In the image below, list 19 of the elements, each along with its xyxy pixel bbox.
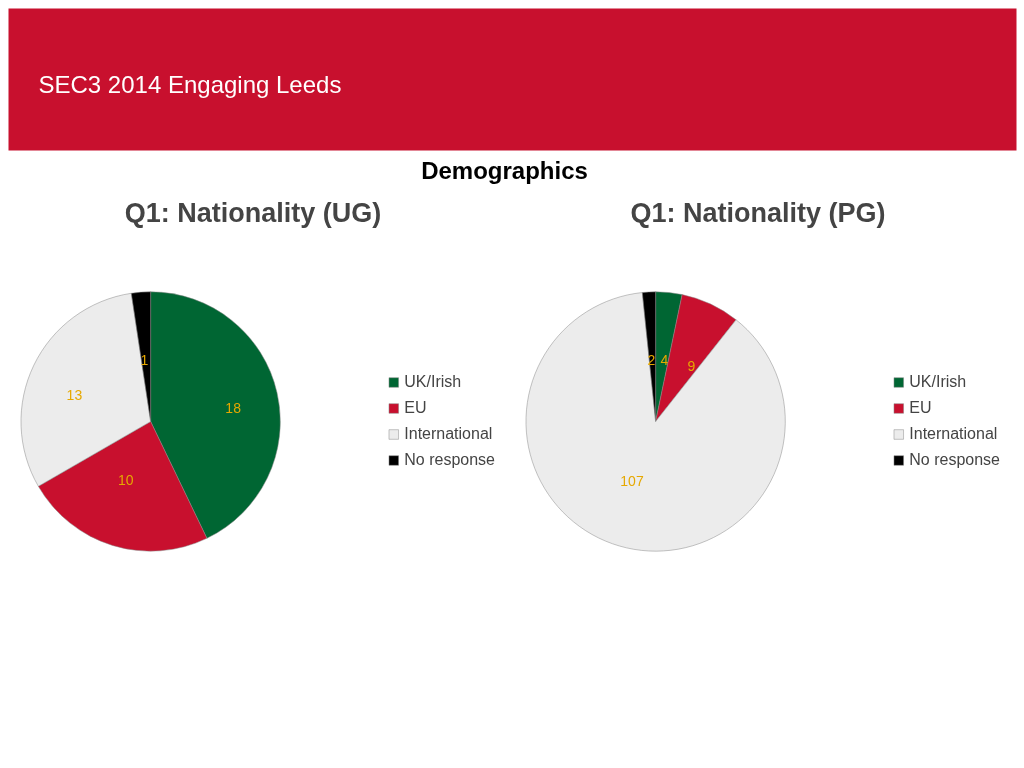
legend-label: EU <box>404 399 427 417</box>
legend-label: EU <box>909 399 932 417</box>
legend-label: International <box>404 425 493 443</box>
legend-label: UK/Irish <box>404 373 462 391</box>
legend-label: UK/Irish <box>909 373 967 391</box>
data-label: 13 <box>66 386 83 403</box>
data-label: 1 <box>140 352 149 368</box>
legend-label: No response <box>404 451 495 469</box>
legend-label: International <box>909 425 998 443</box>
legend-label: No response <box>909 451 1000 469</box>
data-label: 107 <box>620 472 644 489</box>
data-label: 4 <box>660 352 669 369</box>
text: SEC3 2014 Engaging Leeds <box>38 71 342 98</box>
text: Demographics <box>421 157 588 184</box>
data-label: 10 <box>117 472 134 489</box>
data-label: 9 <box>687 357 696 374</box>
data-label: 18 <box>225 399 242 416</box>
chart-title: Q1: Nationality (PG) <box>630 197 886 228</box>
chart-title: Q1: Nationality (UG) <box>124 197 382 228</box>
